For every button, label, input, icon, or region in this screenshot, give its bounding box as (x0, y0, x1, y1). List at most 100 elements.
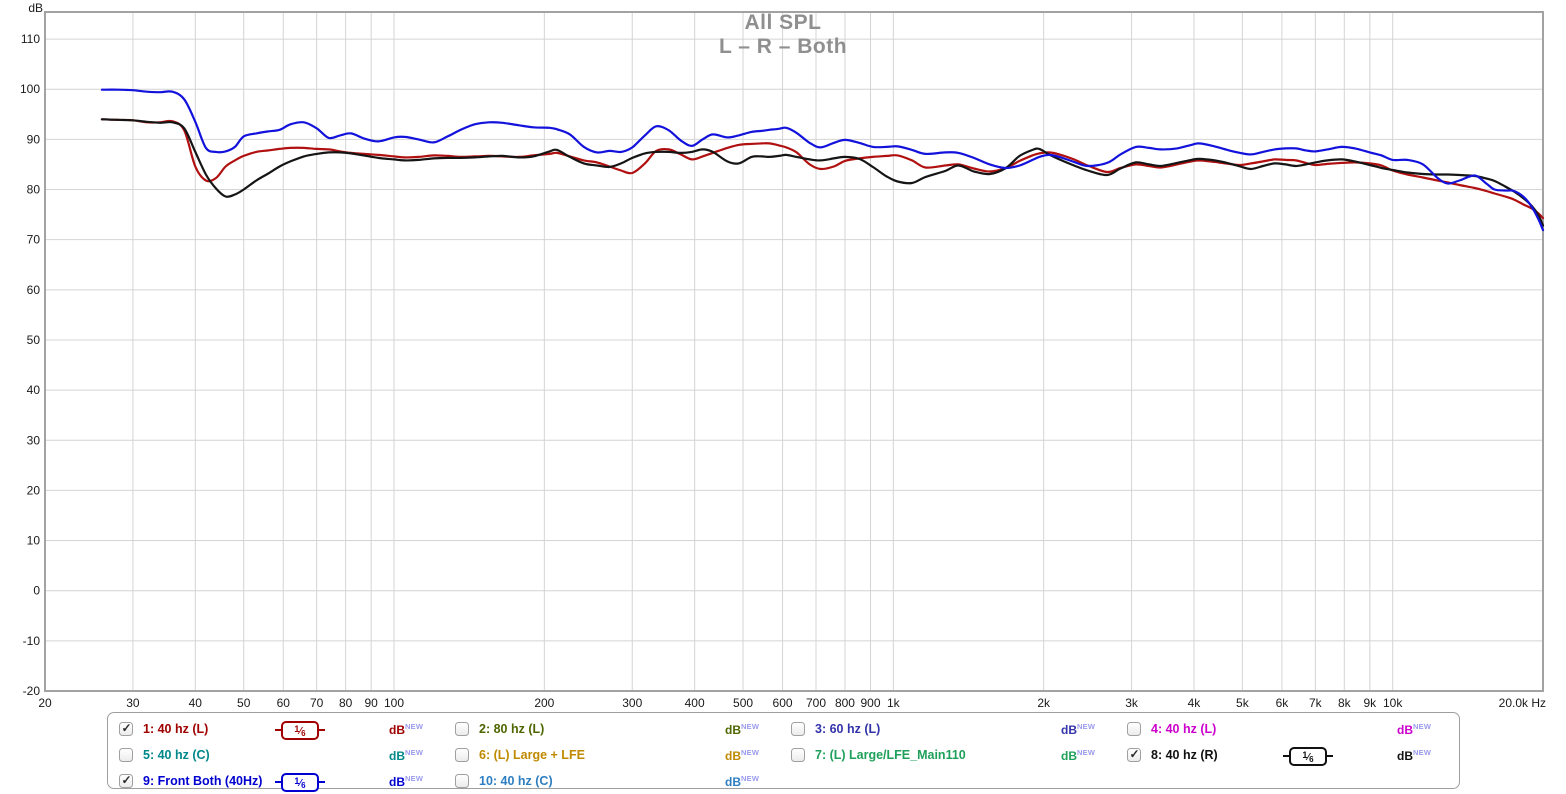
smoothing-fraction-badge[interactable]: 1⁄6 (1283, 747, 1333, 766)
db-unit-badge: dBNEW (389, 722, 424, 737)
svg-text:600: 600 (773, 696, 793, 710)
y-axis-unit-label: dB (28, 1, 43, 15)
db-unit-badge: dBNEW (1061, 722, 1096, 737)
svg-text:20: 20 (27, 483, 41, 497)
legend-label[interactable]: 5: 40 hz (C) (143, 748, 210, 762)
new-flag: NEW (1413, 722, 1432, 731)
db-unit-badge: dBNEW (1397, 748, 1432, 763)
svg-text:30: 30 (126, 696, 140, 710)
db-unit-badge: dBNEW (1397, 722, 1432, 737)
svg-text:6k: 6k (1276, 696, 1290, 710)
db-unit-badge: dBNEW (725, 748, 760, 763)
svg-text:4k: 4k (1188, 696, 1202, 710)
svg-text:2k: 2k (1037, 696, 1051, 710)
svg-text:70: 70 (27, 233, 41, 247)
svg-text:30: 30 (27, 433, 41, 447)
svg-text:9k: 9k (1363, 696, 1377, 710)
db-unit-badge: dBNEW (389, 774, 424, 789)
traces (100, 88, 1545, 232)
svg-text:100: 100 (20, 82, 40, 96)
svg-text:90: 90 (27, 132, 41, 146)
db-unit-badge: dBNEW (725, 774, 760, 789)
svg-text:300: 300 (622, 696, 642, 710)
checkbox-unchecked-icon[interactable] (119, 748, 133, 762)
legend-label[interactable]: 3: 60 hz (L) (815, 722, 881, 736)
grid-lines (44, 12, 1544, 692)
svg-text:80: 80 (27, 183, 41, 197)
new-flag: NEW (741, 722, 760, 731)
svg-text:20.0k Hz: 20.0k Hz (1499, 696, 1546, 710)
svg-text:0: 0 (33, 584, 40, 598)
legend-item: 10: 40 hz (C) dBNEW (455, 773, 785, 793)
svg-text:100: 100 (384, 696, 404, 710)
svg-text:10: 10 (27, 534, 41, 548)
axis-tick-labels: -20 -10 0 10 20 30 40 50 60 70 80 90 100 110 20 30 40 50 6… (20, 32, 1546, 710)
legend-column: 3: 60 hz (L) dBNEW 7: (L) Large/LFE_Main11… (791, 713, 1121, 788)
checkbox-unchecked-icon[interactable] (455, 748, 469, 762)
legend-item: 3: 60 hz (L) dBNEW (791, 721, 1121, 741)
checkbox-checked-icon[interactable] (119, 721, 133, 736)
checkbox-checked-icon[interactable] (119, 773, 133, 788)
new-flag: NEW (1077, 748, 1096, 757)
trace-1-40-hz-l- (100, 118, 1545, 220)
legend-label[interactable]: 8: 40 hz (R) (1151, 748, 1218, 762)
svg-text:-10: -10 (23, 634, 41, 648)
checkbox-unchecked-icon[interactable] (455, 774, 469, 788)
svg-text:900: 900 (860, 696, 880, 710)
legend-item: 8: 40 hz (R) 1⁄6 dBNEW (1127, 747, 1457, 767)
svg-text:40: 40 (189, 696, 203, 710)
svg-text:3k: 3k (1125, 696, 1139, 710)
new-flag: NEW (405, 748, 424, 757)
svg-text:50: 50 (27, 333, 41, 347)
smoothing-fraction-badge[interactable]: 1⁄6 (275, 721, 325, 740)
checkbox-unchecked-icon[interactable] (455, 722, 469, 736)
db-unit-badge: dBNEW (1061, 748, 1096, 763)
trace-8-40-hz-r- (100, 118, 1545, 227)
legend-column: 4: 40 hz (L) dBNEW 8: 40 hz (R) 1⁄6 dBNEW (1127, 713, 1457, 788)
svg-text:50: 50 (237, 696, 251, 710)
svg-text:10k: 10k (1383, 696, 1403, 710)
legend-column: 2: 80 hz (L) dBNEW 6: (L) Large + LFE dBNEW… (455, 713, 785, 789)
legend-label[interactable]: 4: 40 hz (L) (1151, 722, 1217, 736)
legend-label[interactable]: 1: 40 hz (L) (143, 722, 209, 736)
legend-item: 1: 40 hz (L) 1⁄6 dBNEW (119, 721, 449, 741)
new-flag: NEW (741, 748, 760, 757)
legend-label[interactable]: 2: 80 hz (L) (479, 722, 545, 736)
svg-text:20: 20 (38, 696, 52, 710)
checkbox-unchecked-icon[interactable] (1127, 722, 1141, 736)
svg-text:60: 60 (277, 696, 291, 710)
db-unit-badge: dBNEW (725, 722, 760, 737)
legend-item: 9: Front Both (40Hz) 1⁄6 dBNEW (119, 773, 449, 793)
svg-text:110: 110 (21, 32, 40, 46)
svg-text:70: 70 (310, 696, 324, 710)
svg-text:1k: 1k (887, 696, 901, 710)
legend-label[interactable]: 10: 40 hz (C) (479, 774, 553, 788)
smoothing-fraction-badge[interactable]: 1⁄6 (275, 773, 325, 792)
new-flag: NEW (405, 722, 424, 731)
checkbox-unchecked-icon[interactable] (791, 722, 805, 736)
svg-text:60: 60 (27, 283, 41, 297)
plot-frame (44, 11, 1544, 692)
svg-text:7k: 7k (1309, 696, 1323, 710)
legend-item: 6: (L) Large + LFE dBNEW (455, 747, 785, 767)
trace-9-front-both-40hz- (100, 88, 1545, 232)
checkbox-checked-icon[interactable] (1127, 747, 1141, 762)
legend-label[interactable]: 9: Front Both (40Hz) (143, 774, 263, 788)
svg-text:400: 400 (685, 696, 705, 710)
svg-text:90: 90 (364, 696, 378, 710)
legend-item: 4: 40 hz (L) dBNEW (1127, 721, 1457, 741)
svg-text:80: 80 (339, 696, 353, 710)
svg-text:500: 500 (733, 696, 753, 710)
svg-text:-20: -20 (23, 684, 41, 698)
legend-label[interactable]: 7: (L) Large/LFE_Main110 (815, 748, 966, 762)
legend-label[interactable]: 6: (L) Large + LFE (479, 748, 585, 762)
checkbox-unchecked-icon[interactable] (791, 748, 805, 762)
chart-canvas: -20 -10 0 10 20 30 40 50 60 70 80 90 100 110 20 30 40 50 6… (20, 11, 1546, 710)
legend-item: 5: 40 hz (C) dBNEW (119, 747, 449, 767)
db-unit-badge: dBNEW (389, 748, 424, 763)
svg-text:800: 800 (835, 696, 855, 710)
new-flag: NEW (1077, 722, 1096, 731)
spl-chart: -20 -10 0 10 20 30 40 50 60 70 80 90 100 110 20 30 40 50 6… (20, 1, 1546, 710)
